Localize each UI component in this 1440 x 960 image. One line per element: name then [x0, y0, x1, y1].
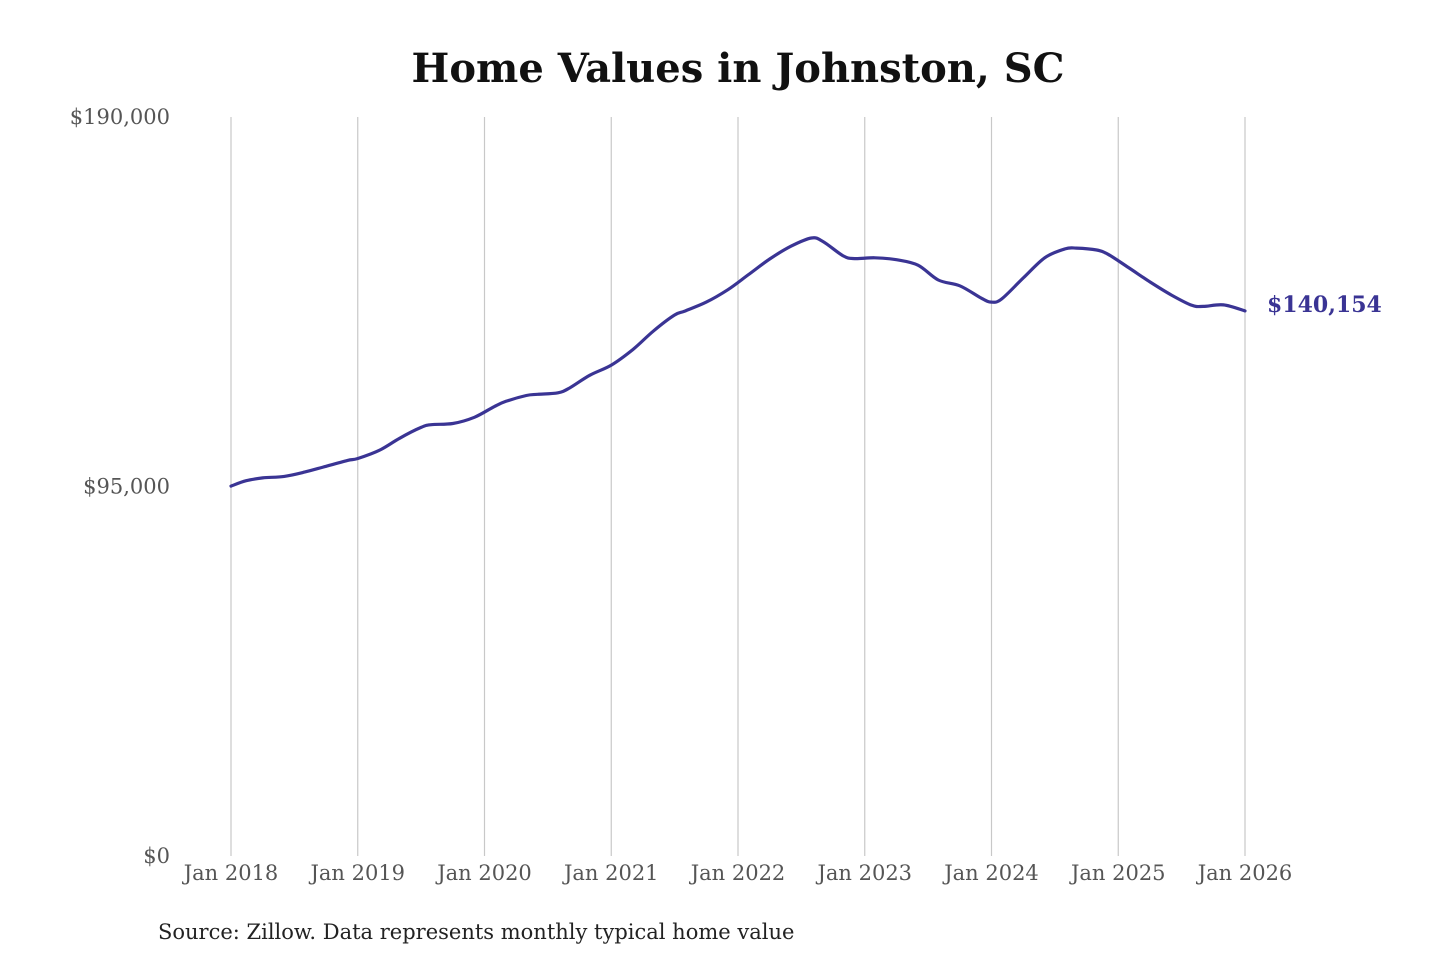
x-tick-label: Jan 2022: [689, 861, 786, 885]
x-tick-label: Jan 2018: [182, 861, 279, 885]
series-layer: $140,154: [229, 236, 1382, 488]
y-tick-label: $190,000: [70, 105, 170, 129]
source-note: Source: Zillow. Data represents monthly …: [158, 920, 794, 944]
gridlines: [230, 117, 1246, 856]
end-value-label: $140,154: [1267, 292, 1382, 318]
y-tick-label: $95,000: [83, 475, 170, 499]
x-tick-label: Jan 2026: [1196, 861, 1293, 885]
x-tick-label: Jan 2020: [435, 861, 532, 885]
y-tick-label: $0: [143, 844, 170, 868]
x-tick-label: Jan 2025: [1069, 861, 1166, 885]
x-tick-label: Jan 2021: [562, 861, 659, 885]
x-tick-label: Jan 2023: [815, 861, 912, 885]
x-tick-label: Jan 2019: [308, 861, 405, 885]
x-axis-tick-labels: Jan 2018 Jan 2019 Jan 2020 Jan 2021 Jan 2022…: [182, 861, 1293, 885]
x-tick-label: Jan 2024: [942, 861, 1039, 885]
series-line-home-value: [229, 236, 1247, 488]
chart-title: Home Values in Johnston, SC: [412, 45, 1065, 92]
y-axis-tick-labels: $0 $95,000 $190,000: [70, 105, 170, 868]
